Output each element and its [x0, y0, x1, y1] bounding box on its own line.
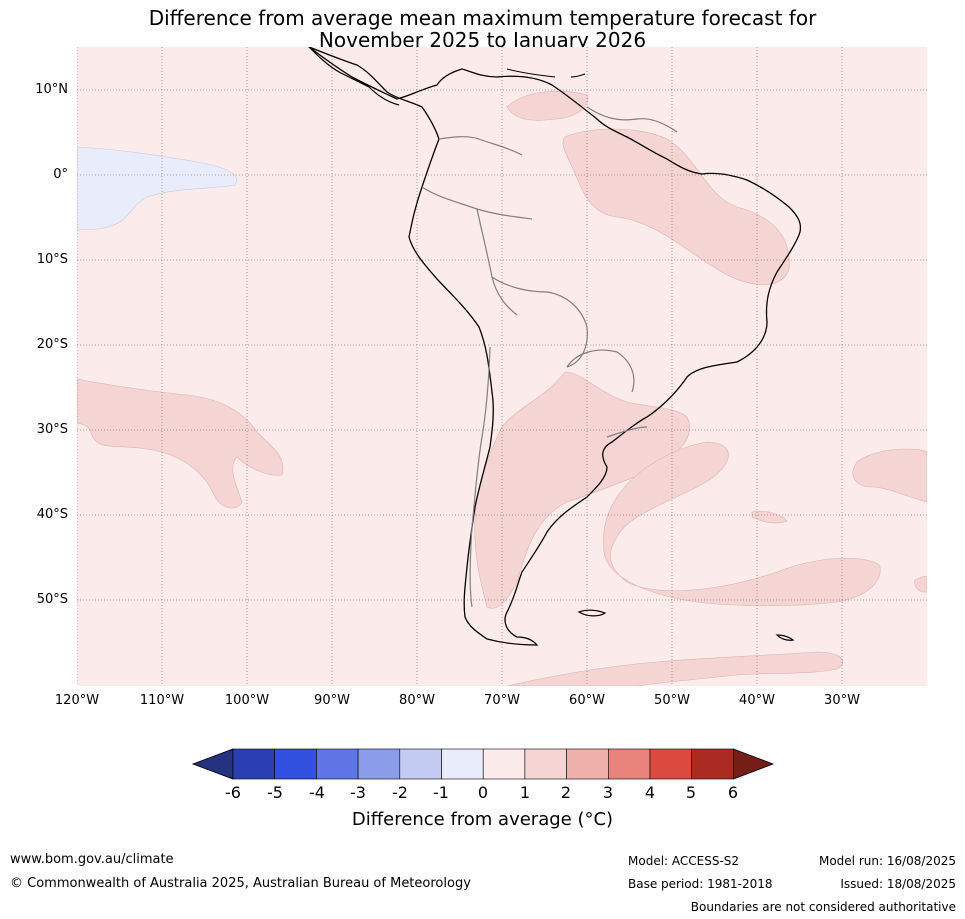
colorbar-tick-2: 2 — [560, 783, 572, 802]
lat-label-20s: 20°S — [36, 337, 68, 352]
lat-label-30s: 30°S — [36, 422, 68, 437]
colorbar-bin-0-1 — [482, 748, 526, 780]
colorbar-tick-6: 6 — [727, 783, 739, 802]
footer-website: www.bom.gov.au/climate — [10, 852, 174, 867]
warm-patch-south-atlantic — [603, 441, 881, 607]
colorbar-tick-n1: -1 — [433, 783, 449, 802]
footer-model: Model: ACCESS-S2 — [628, 854, 740, 868]
warm-anomaly-patches — [77, 90, 927, 686]
south-georgia — [775, 634, 795, 641]
colorbar-bin-n6-n5 — [232, 748, 276, 780]
colorbar-label: Difference from average (°C) — [351, 809, 614, 830]
lat-label-40s: 40°S — [36, 507, 68, 522]
footer-copyright: © Commonwealth of Australia 2025, Austra… — [10, 876, 471, 891]
colorbar-bin-2-3 — [566, 748, 609, 780]
colorbar-bin-n1-0 — [441, 748, 484, 780]
colorbar-bin-n5-n4 — [274, 748, 317, 780]
lon-label-90w: 90°W — [314, 693, 350, 708]
south-america-coastline — [308, 47, 802, 646]
warm-patch-north-venezuela — [506, 90, 589, 121]
colorbar-extend-low — [191, 748, 234, 780]
colorbar-bin-3-4 — [607, 748, 651, 780]
border-paraguay — [566, 349, 635, 393]
colorbar-tick-n6: -6 — [225, 783, 241, 802]
colorbar-tick-n4: -4 — [309, 783, 325, 802]
colorbar-bin-4-5 — [649, 748, 693, 780]
border-chile-argentina — [469, 346, 491, 608]
border-uruguay — [606, 426, 648, 438]
lat-label-0: 0° — [53, 167, 68, 182]
colorbar-tick-0: 0 — [477, 783, 489, 802]
lat-label-50s: 50°S — [36, 592, 68, 607]
lon-label-30w: 30°W — [824, 693, 860, 708]
border-bolivia — [491, 276, 588, 368]
colorbar-bin-5-6 — [691, 748, 734, 780]
forecast-map — [77, 47, 927, 686]
map-title-line1: Difference from average mean maximum tem… — [148, 6, 817, 30]
warm-patch-south-atlantic-east — [852, 448, 927, 503]
colorbar-tick-1: 1 — [519, 783, 531, 802]
lon-label-100w: 100°W — [224, 693, 270, 708]
footer-disclaimer: Boundaries are not considered authoritat… — [690, 900, 956, 914]
colorbar-tick-n3: -3 — [350, 783, 366, 802]
country-borders — [421, 106, 678, 608]
colorbar-bin-n4-n3 — [316, 748, 359, 780]
footer-issued: Issued: 18/08/2025 — [840, 877, 956, 891]
border-peru-brazil — [476, 208, 518, 316]
footer-base-period: Base period: 1981-2018 — [628, 877, 773, 891]
lon-label-110w: 110°W — [139, 693, 185, 708]
graticule — [77, 47, 927, 686]
lon-label-120w: 120°W — [54, 693, 100, 708]
footer-model-run: Model run: 16/08/2025 — [818, 854, 956, 868]
lon-label-60w: 60°W — [569, 693, 605, 708]
colorbar-bin-n3-n2 — [357, 748, 401, 780]
lon-label-70w: 70°W — [484, 693, 520, 708]
warm-patch-south-pacific — [77, 378, 284, 509]
warm-patch-drake-passage — [506, 651, 843, 686]
colorbar-tick-n2: -2 — [392, 783, 408, 802]
central-america-coastline — [308, 47, 400, 106]
colorbar-tick-5: 5 — [685, 783, 697, 802]
colorbar-extend-high — [733, 748, 775, 780]
colorbar-bin-n2-n1 — [399, 748, 442, 780]
caribbean-islands — [506, 68, 586, 78]
lon-label-40w: 40°W — [739, 693, 775, 708]
lat-label-10n: 10°N — [35, 82, 68, 97]
colorbar-tick-3: 3 — [602, 783, 614, 802]
border-colombia-venezuela — [438, 136, 523, 156]
warm-patch-amazon-northeast — [562, 128, 790, 286]
colorbar-tick-n5: -5 — [267, 783, 283, 802]
cool-anomaly-patch — [77, 146, 237, 231]
colorbar — [191, 748, 775, 780]
falkland-islands — [577, 609, 607, 617]
warm-patch-small-south — [751, 510, 788, 524]
lat-label-10s: 10°S — [36, 252, 68, 267]
lon-label-50w: 50°W — [654, 693, 690, 708]
lon-label-80w: 80°W — [399, 693, 435, 708]
colorbar-bin-1-2 — [524, 748, 567, 780]
border-guianas — [586, 106, 678, 133]
warm-patch-far-east — [914, 575, 927, 593]
colorbar-tick-4: 4 — [644, 783, 656, 802]
